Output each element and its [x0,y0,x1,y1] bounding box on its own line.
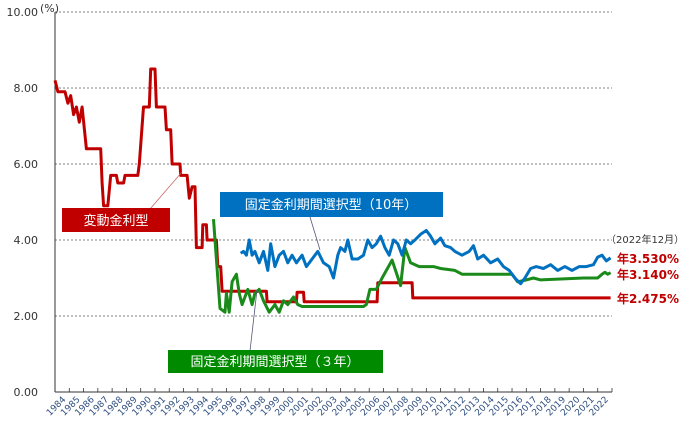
y-tick-label: 6.00 [14,158,39,171]
y-axis-unit: (%) [40,2,59,15]
leader-line-fixed10 [309,216,321,251]
label-fixed3: 固定金利期間選択型（３年） [190,354,359,370]
label-box-fixed3: 固定金利期間選択型（３年） [168,350,383,373]
label-box-variable: 変動金利型 [62,208,170,232]
leader-line-variable [149,171,183,210]
label-variable: 変動金利型 [83,213,148,229]
fixed3-final-value: 年3.140% [617,267,679,282]
y-tick-label: 10.00 [7,6,39,19]
y-tick-label: 0.00 [14,386,39,399]
series-line-fixed10 [239,229,612,286]
variable-final-value: 年2.475% [617,291,679,306]
fixed10-final-value: 年3.530% [617,251,679,266]
series-line-fixed3 [212,218,612,314]
label-box-fixed10: 固定金利期間選択型（10年） [220,192,443,217]
y-tick-label: 4.00 [14,234,39,247]
label-fixed10: 固定金利期間選択型（10年） [245,197,418,213]
y-axis: 0.00 2.00 4.00 6.00 8.00 10.00 [7,6,56,399]
grid-lines [55,11,612,317]
y-tick-label: 2.00 [14,310,39,323]
leader-line-fixed3 [249,289,258,352]
y-tick-label: 8.00 [14,82,39,95]
x-axis: 1984198519861987198819891990199119921993… [45,388,613,418]
series-line-variable [53,67,611,304]
date-note: （2022年12月） [606,233,684,246]
series-lines [53,67,612,314]
